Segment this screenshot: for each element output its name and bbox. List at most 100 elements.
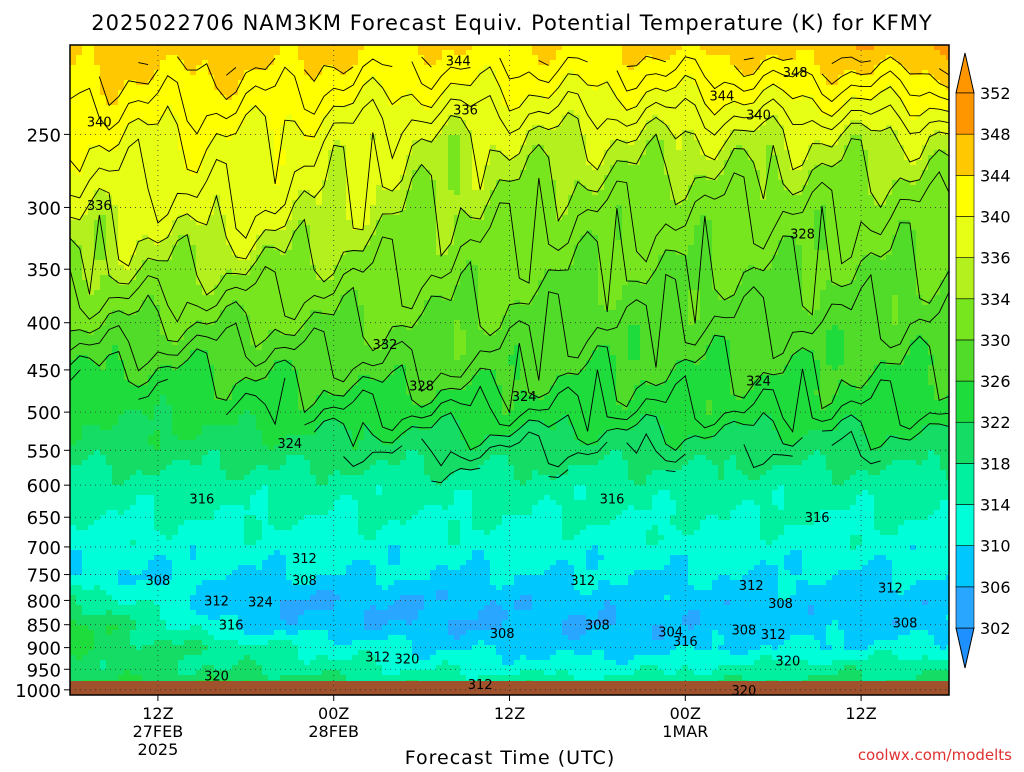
x-tick-label: 00Z (670, 704, 701, 723)
colorbar-label: 310 (980, 537, 1011, 556)
contour-label: 340 (87, 115, 112, 130)
colorbar: 302 306 310 314 318 322 326 330 334 336 340 344 348 3… (956, 53, 1011, 668)
colorbar-segment (956, 381, 974, 422)
contour-label: 308 (585, 619, 610, 634)
contour-label: 316 (600, 492, 625, 507)
chart-title: 2025022706 NAM3KM Forecast Equiv. Potent… (91, 11, 932, 35)
colorbar-segment (956, 258, 974, 299)
colorbar-label: 340 (980, 207, 1011, 226)
contour-label: 324 (746, 374, 771, 389)
x-tick-label: 28FEB (308, 722, 359, 741)
y-tick-label: 300 (27, 198, 61, 219)
x-axis-label: Forecast Time (UTC) (405, 747, 615, 768)
contour-label: 316 (673, 635, 698, 650)
colorbar-segment (956, 93, 974, 134)
colorbar-segment (956, 340, 974, 381)
y-tick-label: 550 (27, 441, 61, 462)
contour-label: 312 (739, 579, 764, 594)
colorbar-label: 306 (980, 578, 1011, 597)
y-axis: 2503003504004505005506006507007508008509… (15, 125, 70, 701)
contour-label: 308 (768, 597, 793, 612)
x-tick-label: 00Z (318, 704, 349, 723)
y-tick-label: 700 (27, 538, 61, 559)
contour-label: 340 (746, 109, 771, 124)
y-tick-label: 400 (27, 314, 61, 335)
colorbar-label: 330 (980, 331, 1011, 350)
colorbar-label: 336 (980, 249, 1011, 268)
x-tick-label: 2025 (138, 740, 179, 759)
contour-label: 316 (219, 619, 244, 634)
y-tick-label: 800 (27, 591, 61, 612)
colorbar-segment (956, 463, 974, 504)
contour-label: 324 (248, 595, 273, 610)
contour-label: 316 (189, 492, 214, 507)
contour-label: 308 (145, 574, 170, 589)
y-tick-label: 500 (27, 403, 61, 424)
contour-label: 328 (409, 380, 434, 395)
contour-label: 308 (292, 574, 317, 589)
contour-label: 332 (373, 338, 398, 353)
colorbar-under-triangle (956, 628, 974, 668)
y-tick-label: 250 (27, 125, 61, 146)
contour-label: 324 (512, 390, 537, 405)
contour-label: 308 (893, 616, 918, 631)
colorbar-segment (956, 422, 974, 463)
contour-label: 312 (204, 594, 229, 609)
contour-label: 336 (87, 199, 112, 214)
colorbar-label: 302 (980, 619, 1011, 638)
y-tick-label: 750 (27, 566, 61, 587)
contour-label: 320 (204, 670, 229, 685)
contour-label: 312 (761, 628, 786, 643)
colorbar-label: 314 (980, 496, 1011, 515)
colorbar-label: 326 (980, 372, 1011, 391)
contour-label: 312 (570, 574, 595, 589)
y-tick-label: 350 (27, 260, 61, 281)
contour-label: 312 (878, 582, 903, 597)
colorbar-label: 318 (980, 454, 1011, 473)
colorbar-segment (956, 505, 974, 546)
y-tick-label: 650 (27, 508, 61, 529)
colorbar-label: 334 (980, 290, 1011, 309)
x-tick-label: 12Z (845, 704, 876, 723)
x-tick-label: 12Z (494, 704, 525, 723)
x-tick-label: 27FEB (133, 722, 184, 741)
colorbar-over-triangle (956, 53, 974, 93)
contour-label: 328 (790, 227, 815, 242)
contour-label: 344 (446, 55, 471, 70)
colorbar-label: 348 (980, 125, 1011, 144)
y-tick-label: 850 (27, 616, 61, 637)
y-tick-label: 950 (27, 660, 61, 681)
contour-label: 308 (731, 623, 756, 638)
contour-label: 320 (395, 653, 420, 668)
y-tick-label: 1000 (15, 681, 61, 702)
contour-label: 312 (292, 552, 317, 567)
colorbar-segment (956, 134, 974, 175)
y-tick-label: 600 (27, 476, 61, 497)
colorbar-segment (956, 216, 974, 257)
y-tick-label: 450 (27, 361, 61, 382)
contour-label: 344 (710, 90, 735, 105)
colorbar-segment (956, 587, 974, 628)
contour-label: 308 (490, 627, 515, 642)
ground-strip (70, 681, 949, 695)
colorbar-segment (956, 175, 974, 216)
contour-label: 320 (731, 684, 756, 699)
contour-label: 316 (805, 511, 830, 526)
colorbar-segment (956, 299, 974, 340)
credit-text: coolwx.com/modelts (858, 746, 1012, 764)
contour-label: 312 (468, 678, 493, 693)
contour-label: 348 (783, 66, 808, 81)
colorbar-segment (956, 546, 974, 587)
contour-label: 312 (365, 650, 390, 665)
x-tick-label: 1MAR (662, 722, 708, 741)
colorbar-label: 352 (980, 84, 1011, 103)
contour-label: 320 (775, 655, 800, 670)
x-tick-label: 12Z (142, 704, 173, 723)
contour-label: 336 (453, 104, 478, 119)
colorbar-label: 344 (980, 166, 1011, 185)
y-tick-label: 900 (27, 639, 61, 660)
contour-label: 324 (277, 437, 302, 452)
colorbar-label: 322 (980, 413, 1011, 432)
